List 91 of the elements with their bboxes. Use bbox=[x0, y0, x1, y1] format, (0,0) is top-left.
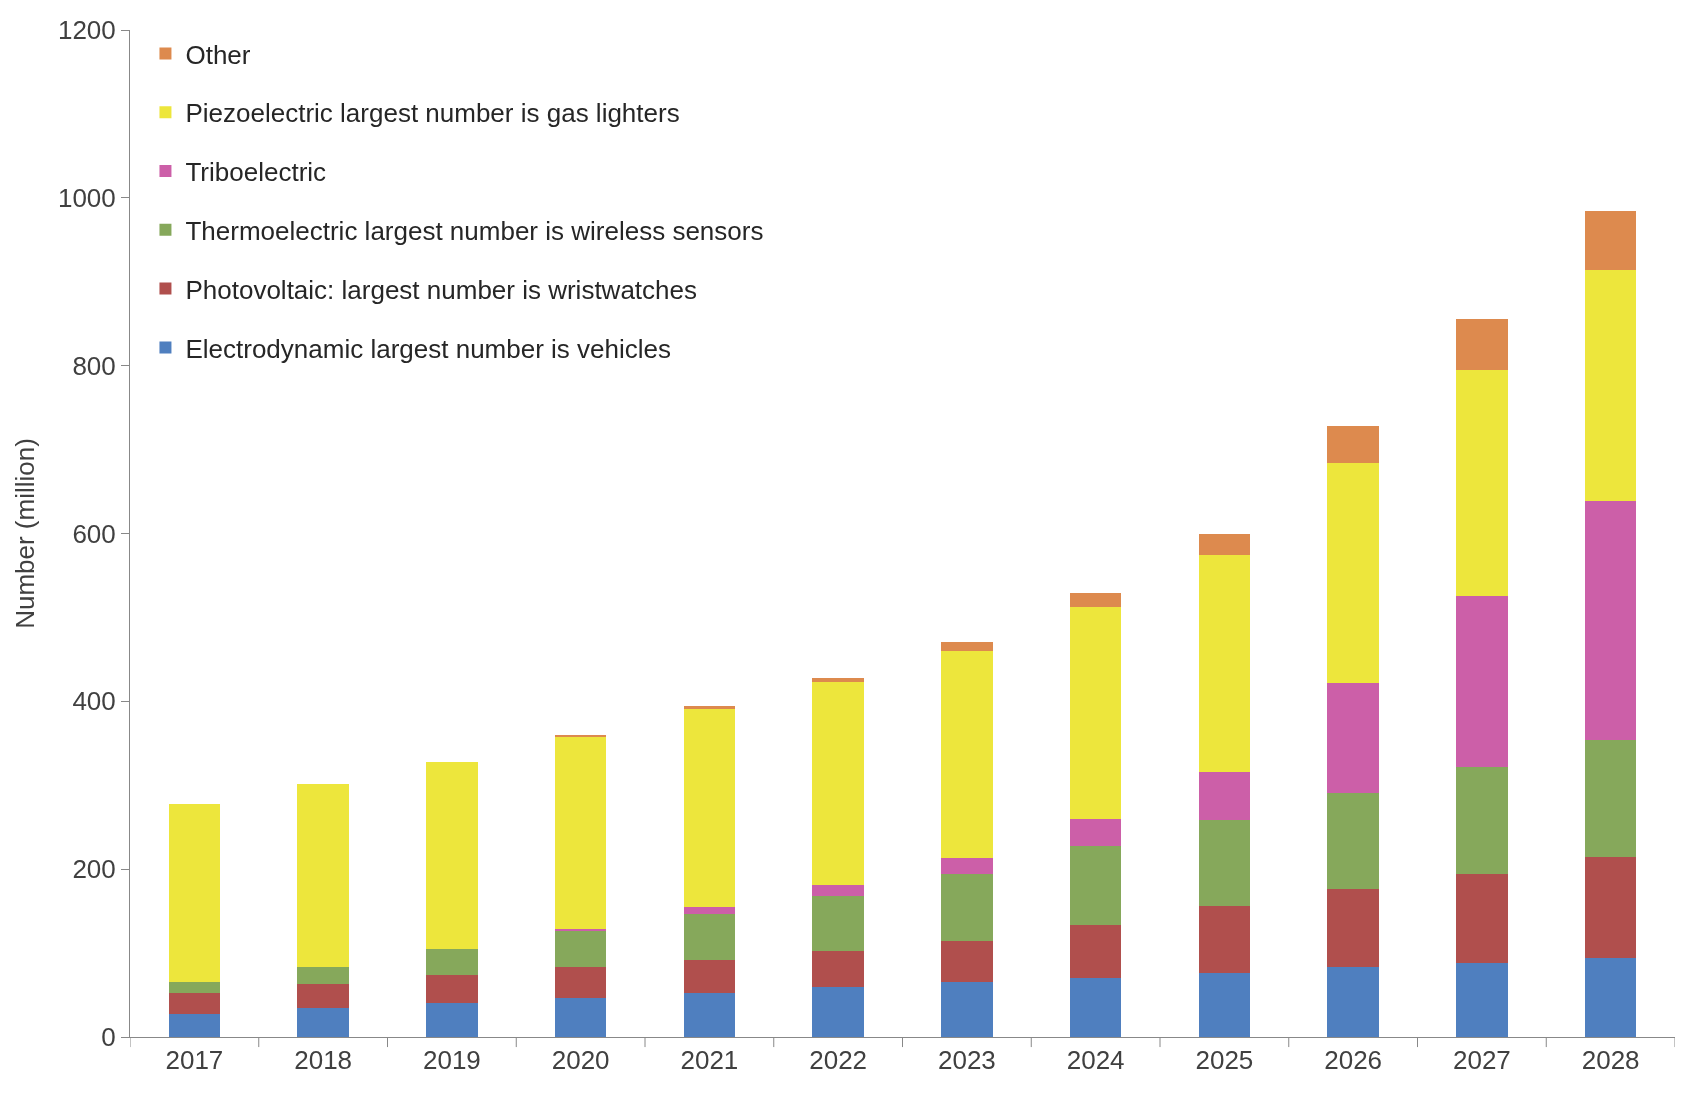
bar bbox=[1584, 500, 1637, 740]
bar bbox=[1069, 978, 1122, 1037]
bar bbox=[554, 930, 607, 968]
bar bbox=[1584, 211, 1637, 270]
bar bbox=[812, 951, 864, 988]
bar bbox=[297, 984, 349, 1009]
x-tick-label: 2018 bbox=[294, 1045, 353, 1076]
legend-label: Photovoltaic: largest number is wristwatches bbox=[185, 274, 697, 305]
legend-label: Thermoelectric largest number is wireless sensors bbox=[185, 215, 764, 246]
bar bbox=[941, 858, 993, 875]
bar bbox=[941, 641, 993, 651]
x-tick-label: 2024 bbox=[1066, 1045, 1125, 1076]
bar bbox=[168, 1013, 221, 1037]
bar bbox=[554, 997, 607, 1037]
bar bbox=[812, 896, 864, 952]
bar bbox=[1069, 606, 1122, 819]
y-tick-label: 600 bbox=[72, 518, 116, 549]
bar bbox=[297, 966, 349, 985]
bar bbox=[812, 677, 864, 683]
legend-label: Other bbox=[185, 39, 251, 70]
bar bbox=[941, 874, 993, 941]
bar bbox=[1327, 463, 1379, 683]
bar bbox=[426, 948, 478, 975]
bar bbox=[1069, 818, 1122, 846]
bar bbox=[1198, 771, 1251, 820]
bar bbox=[168, 981, 221, 993]
bar bbox=[1327, 889, 1379, 968]
bar bbox=[1456, 595, 1508, 767]
bar bbox=[297, 784, 349, 967]
x-tick-label: 2021 bbox=[680, 1045, 739, 1076]
bar bbox=[941, 650, 993, 859]
bar bbox=[683, 993, 736, 1037]
bar bbox=[1584, 958, 1637, 1037]
legend-label: Electrodynamic largest number is vehicles bbox=[185, 333, 671, 364]
y-tick-label: 0 bbox=[101, 1022, 116, 1053]
x-tick-label: 2028 bbox=[1581, 1045, 1640, 1076]
bar bbox=[1584, 739, 1637, 857]
bar bbox=[1584, 856, 1637, 959]
bar bbox=[1069, 593, 1122, 607]
y-tick-label: 400 bbox=[72, 686, 116, 717]
bar bbox=[1584, 270, 1637, 501]
bar bbox=[683, 708, 736, 907]
y-tick-label: 1200 bbox=[57, 15, 116, 46]
x-tick-label: 2026 bbox=[1324, 1045, 1383, 1076]
bar bbox=[1327, 426, 1379, 464]
x-tick-label: 2017 bbox=[165, 1045, 224, 1076]
legend-label: Piezoelectric largest number is gas lighters bbox=[185, 98, 680, 129]
bar bbox=[1456, 369, 1508, 596]
bar bbox=[683, 706, 736, 709]
bar bbox=[554, 967, 607, 998]
bar bbox=[683, 914, 736, 960]
bar bbox=[683, 959, 736, 994]
bar bbox=[1198, 555, 1251, 772]
bar bbox=[426, 761, 478, 949]
bar bbox=[1327, 967, 1379, 1037]
bar bbox=[1198, 906, 1251, 974]
bar bbox=[1456, 766, 1508, 875]
x-tick-label: 2027 bbox=[1452, 1045, 1511, 1076]
bar bbox=[812, 885, 864, 897]
x-tick-label: 2019 bbox=[422, 1045, 481, 1076]
bar bbox=[1456, 318, 1508, 370]
bar bbox=[554, 734, 607, 737]
bar bbox=[1327, 792, 1379, 890]
bar bbox=[1456, 874, 1508, 964]
y-tick-label: 200 bbox=[72, 854, 116, 885]
bar bbox=[297, 1008, 349, 1037]
bar bbox=[683, 906, 736, 915]
legend-label: Triboelectric bbox=[185, 157, 327, 188]
bar bbox=[1069, 924, 1122, 979]
bar bbox=[1069, 845, 1122, 925]
bar bbox=[1198, 973, 1251, 1037]
bar bbox=[941, 982, 993, 1037]
bar bbox=[812, 987, 864, 1037]
bar bbox=[941, 940, 993, 983]
bar bbox=[1198, 819, 1251, 907]
bar bbox=[426, 1003, 478, 1037]
x-tick-label: 2022 bbox=[809, 1045, 868, 1076]
x-tick-label: 2025 bbox=[1195, 1045, 1254, 1076]
x-tick-label: 2023 bbox=[937, 1045, 996, 1076]
bar bbox=[1198, 533, 1251, 556]
bar bbox=[554, 736, 607, 929]
x-tick-label: 2020 bbox=[551, 1045, 610, 1076]
bar bbox=[1327, 682, 1379, 793]
bar bbox=[168, 992, 221, 1014]
y-axis-title: Number (million) bbox=[10, 438, 41, 629]
bar bbox=[1456, 963, 1508, 1037]
bar bbox=[168, 803, 221, 982]
y-tick-label: 1000 bbox=[57, 182, 116, 213]
y-tick-label: 800 bbox=[72, 350, 116, 381]
bar bbox=[812, 682, 864, 886]
bar bbox=[426, 974, 478, 1004]
